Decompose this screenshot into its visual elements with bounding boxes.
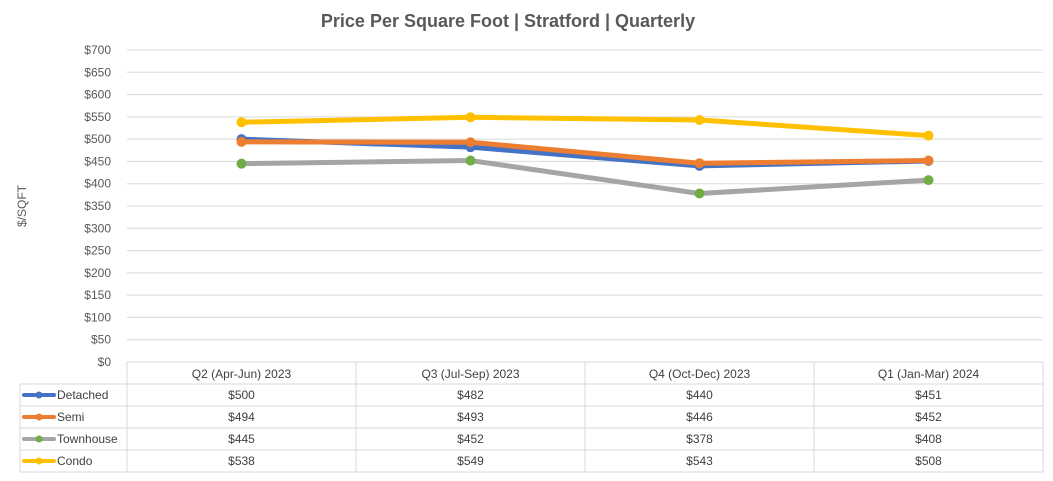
data-point-condo — [923, 130, 934, 141]
table-cell: $452 — [915, 410, 942, 424]
table-cell: $445 — [228, 432, 255, 446]
table-cell: $378 — [686, 432, 713, 446]
data-point-semi — [923, 155, 934, 166]
table-cell: $538 — [228, 454, 255, 468]
x-category-label: Q4 (Oct-Dec) 2023 — [649, 367, 751, 381]
data-point-townhouse — [465, 155, 476, 166]
legend-label: Condo — [57, 454, 93, 468]
y-tick-label: $350 — [84, 199, 111, 213]
x-category-label: Q2 (Apr-Jun) 2023 — [192, 367, 292, 381]
y-tick-label: $300 — [84, 221, 111, 235]
table-cell: $494 — [228, 410, 255, 424]
y-tick-label: $550 — [84, 110, 111, 124]
legend-marker-detached — [35, 391, 43, 399]
legend-marker-semi — [35, 413, 43, 421]
y-tick-label: $150 — [84, 288, 111, 302]
legend-label: Detached — [57, 388, 108, 402]
table-cell: $452 — [457, 432, 484, 446]
chart-title: Price Per Square Foot | Stratford | Quar… — [321, 11, 695, 31]
y-tick-label: $100 — [84, 310, 111, 324]
table-cell: $440 — [686, 388, 713, 402]
data-point-townhouse — [236, 158, 247, 169]
table-cell: $408 — [915, 432, 942, 446]
legend-label: Semi — [57, 410, 84, 424]
legend-marker-condo — [35, 457, 43, 465]
y-tick-label: $450 — [84, 154, 111, 168]
data-point-condo — [465, 112, 476, 123]
data-point-condo — [236, 117, 247, 128]
data-point-semi — [694, 158, 705, 169]
data-point-townhouse — [923, 175, 934, 186]
y-tick-label: $250 — [84, 244, 111, 258]
y-tick-label: $200 — [84, 266, 111, 280]
y-tick-label: $400 — [84, 177, 111, 191]
series-line-condo — [241, 114, 929, 139]
table-cell: $543 — [686, 454, 713, 468]
table-cell: $482 — [457, 388, 484, 402]
table-cell: $446 — [686, 410, 713, 424]
y-tick-label: $0 — [98, 355, 112, 369]
series-line-townhouse — [241, 158, 929, 197]
y-tick-label: $700 — [84, 43, 111, 57]
data-point-semi — [465, 137, 476, 148]
table-cell: $493 — [457, 410, 484, 424]
y-tick-label: $500 — [84, 132, 111, 146]
data-point-condo — [694, 114, 705, 125]
data-point-townhouse — [694, 188, 705, 199]
data-point-semi — [236, 136, 247, 147]
legend-marker-townhouse — [35, 435, 43, 443]
x-category-label: Q3 (Jul-Sep) 2023 — [421, 367, 519, 381]
x-category-label: Q1 (Jan-Mar) 2024 — [878, 367, 980, 381]
legend-label: Townhouse — [57, 432, 118, 446]
y-axis-label: $/SQFT — [15, 184, 29, 227]
series-line-semi — [241, 139, 929, 166]
table-cell: $500 — [228, 388, 255, 402]
table-cell: $451 — [915, 388, 942, 402]
table-cell: $508 — [915, 454, 942, 468]
y-tick-label: $650 — [84, 65, 111, 79]
table-cell: $549 — [457, 454, 484, 468]
y-tick-label: $600 — [84, 88, 111, 102]
y-tick-label: $50 — [91, 333, 111, 347]
